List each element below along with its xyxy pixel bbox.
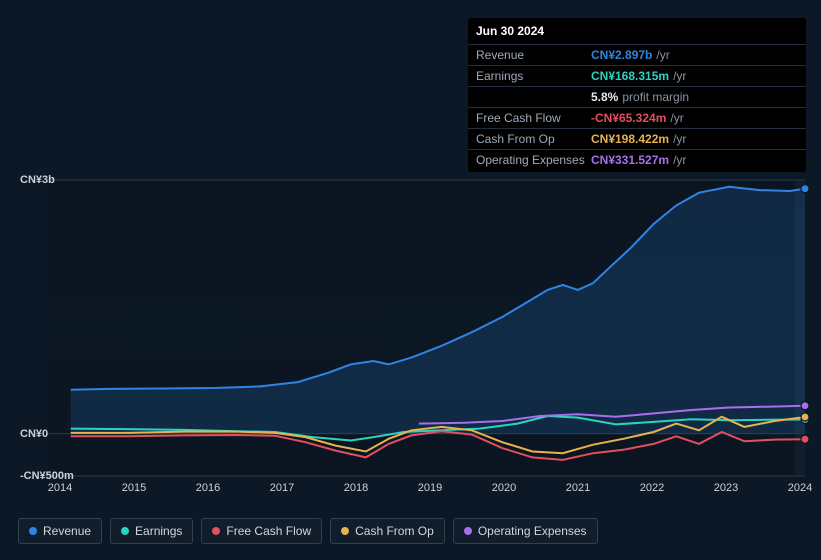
legend-item-cash-from-op[interactable]: Cash From Op (330, 518, 445, 544)
area-Revenue (71, 187, 805, 434)
legend-dot-icon (464, 527, 472, 535)
tooltip-unit: /yr (656, 48, 669, 62)
legend-item-operating-expenses[interactable]: Operating Expenses (453, 518, 598, 544)
x-tick: 2019 (430, 480, 431, 500)
legend-item-revenue[interactable]: Revenue (18, 518, 102, 544)
x-tick: 2014 (60, 480, 61, 500)
marker-Cash From Op (801, 413, 809, 421)
legend-label: Earnings (135, 524, 182, 538)
tooltip-row: 5.8% profit margin (468, 86, 806, 107)
tooltip-label (476, 90, 591, 104)
tooltip-date: Jun 30 2024 (468, 18, 806, 44)
chart-svg (48, 180, 805, 476)
x-tick: 2024 (800, 480, 801, 500)
tooltip-label: Cash From Op (476, 132, 591, 146)
legend-label: Operating Expenses (478, 524, 587, 538)
tooltip-value: 5.8% (591, 90, 618, 104)
legend-dot-icon (212, 527, 220, 535)
legend-item-earnings[interactable]: Earnings (110, 518, 193, 544)
legend-dot-icon (29, 527, 37, 535)
y-tick-label: CN¥3b (20, 174, 48, 186)
x-tick: 2022 (652, 480, 653, 500)
tooltip-value: CN¥168.315m (591, 69, 669, 83)
tooltip-value: -CN¥65.324m (591, 111, 666, 125)
x-tick: 2018 (356, 480, 357, 500)
legend-dot-icon (121, 527, 129, 535)
tooltip-label: Free Cash Flow (476, 111, 591, 125)
tooltip-row: Cash From OpCN¥198.422m/yr (468, 128, 806, 149)
x-axis: 2014 2015 2016 2017 2018 2019 2020 2021 2022 2023… (48, 480, 805, 500)
tooltip-value: CN¥2.897b (591, 48, 652, 62)
plot-area[interactable]: CN¥3bCN¥0-CN¥500m (48, 180, 805, 476)
legend-dot-icon (341, 527, 349, 535)
x-tick: 2017 (282, 480, 283, 500)
marker-Operating Expenses (801, 402, 809, 410)
x-tick: 2023 (726, 480, 727, 500)
tooltip-label: Revenue (476, 48, 591, 62)
tooltip-unit: /yr (673, 132, 686, 146)
y-tick-label: -CN¥500m (20, 470, 48, 482)
tooltip-row: EarningsCN¥168.315m/yr (468, 65, 806, 86)
chart-tooltip: Jun 30 2024 RevenueCN¥2.897b/yrEarningsC… (468, 18, 806, 172)
tooltip-row: Free Cash Flow-CN¥65.324m/yr (468, 107, 806, 128)
legend: Revenue Earnings Free Cash Flow Cash From O… (18, 518, 598, 544)
marker-Revenue (801, 185, 809, 193)
x-tick: 2016 (208, 480, 209, 500)
tooltip-label: Earnings (476, 69, 591, 83)
tooltip-unit: profit margin (622, 90, 689, 104)
legend-label: Free Cash Flow (226, 524, 311, 538)
tooltip-unit: /yr (673, 69, 686, 83)
line-Free Cash Flow (71, 431, 805, 460)
legend-item-free-cash-flow[interactable]: Free Cash Flow (201, 518, 322, 544)
financial-chart: CN¥3bCN¥0-CN¥500m 2014201520162017201820… (16, 160, 805, 500)
y-tick-label: CN¥0 (20, 428, 48, 440)
x-tick: 2021 (578, 480, 579, 500)
x-tick: 2020 (504, 480, 505, 500)
tooltip-value: CN¥198.422m (591, 132, 669, 146)
tooltip-row: RevenueCN¥2.897b/yr (468, 44, 806, 65)
marker-Free Cash Flow (801, 435, 809, 443)
x-tick: 2015 (134, 480, 135, 500)
tooltip-unit: /yr (670, 111, 683, 125)
legend-label: Cash From Op (355, 524, 434, 538)
legend-label: Revenue (43, 524, 91, 538)
